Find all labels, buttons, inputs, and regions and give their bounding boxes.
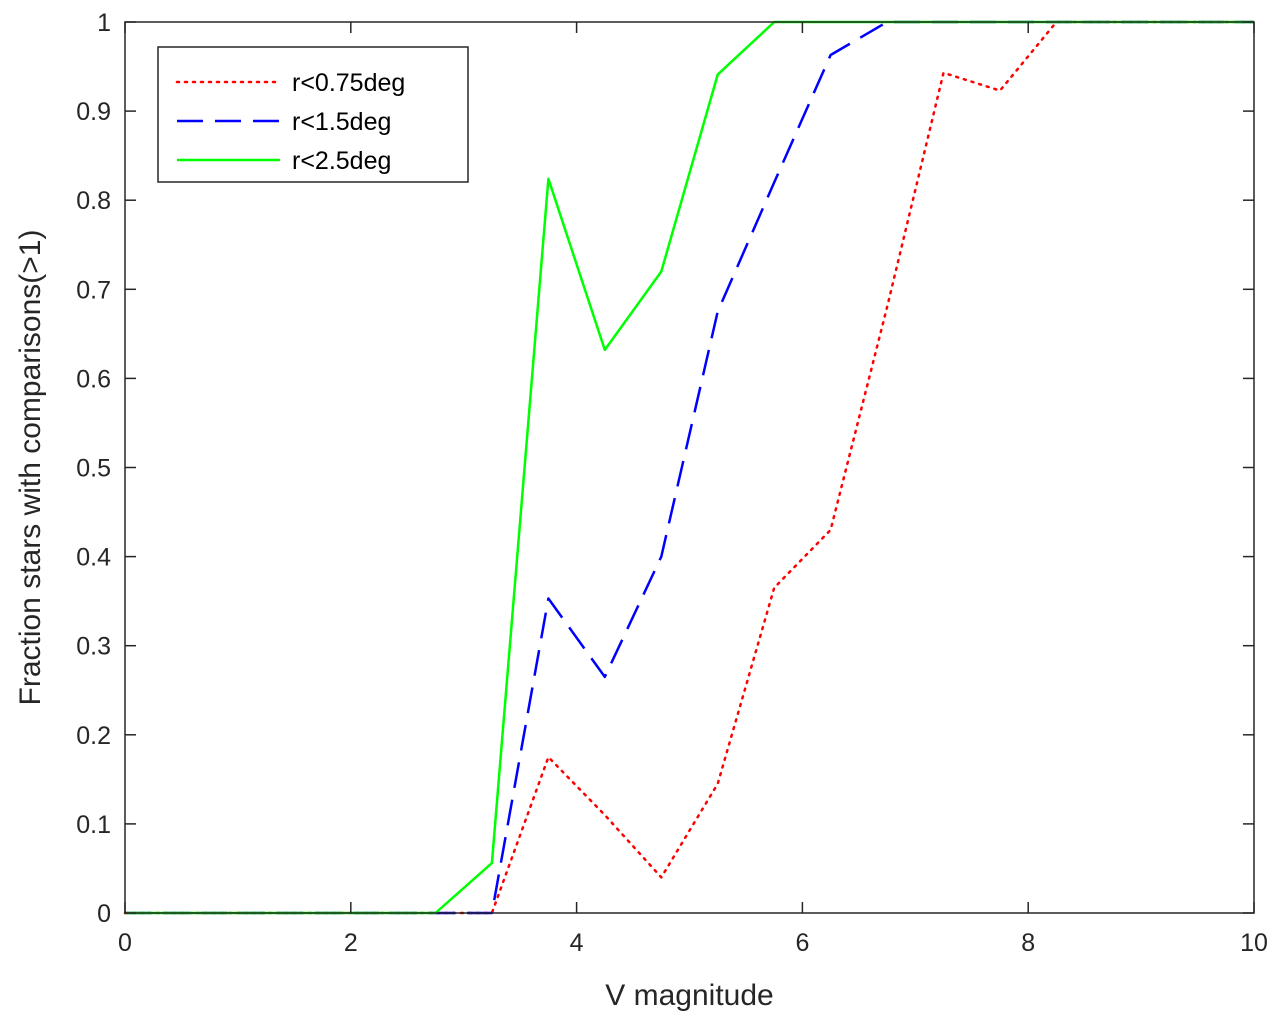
x-tick-label: 8 [1021,929,1035,957]
x-tick-label: 6 [795,929,809,957]
x-tick-label: 4 [570,929,584,957]
y-axis-ticks: 0 0.1 0.2 0.3 0.4 0.5 0.6 0.7 0.8 0.9 1 [76,9,1254,928]
x-tick-label: 0 [118,929,132,957]
y-axis-title: Fraction stars with comparisons(>1) [14,230,47,706]
x-axis-ticks: 0 2 4 6 8 10 [118,22,1268,957]
legend: r<0.75deg r<1.5deg r<2.5deg [157,46,469,183]
y-tick-label: 0.3 [76,633,111,661]
y-tick-label: 0.8 [76,187,111,215]
y-tick-label: 0.9 [76,98,111,126]
y-tick-label: 0.5 [76,455,111,483]
y-tick-label: 0 [97,900,111,928]
y-tick-label: 0.6 [76,365,111,393]
y-tick-label: 0.7 [76,276,111,304]
legend-label-1: r<1.5deg [292,108,391,136]
y-tick-label: 0.4 [76,544,111,572]
x-axis-title: V magnitude [605,979,773,1012]
legend-label-2: r<2.5deg [292,147,391,175]
y-tick-label: 0.1 [76,811,111,839]
x-tick-label: 2 [344,929,358,957]
legend-label-0: r<0.75deg [292,69,405,97]
x-tick-label: 10 [1240,929,1268,957]
y-tick-label: 1 [97,9,111,37]
y-tick-label: 0.2 [76,722,111,750]
